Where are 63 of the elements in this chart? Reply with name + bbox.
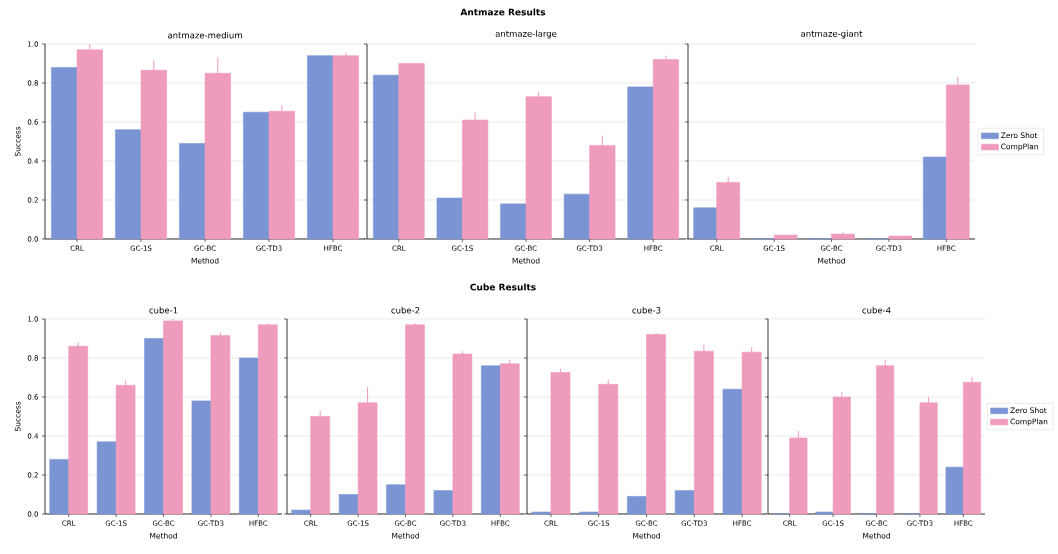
bar — [598, 384, 619, 515]
bar — [51, 67, 78, 240]
bar — [525, 96, 552, 240]
bar — [140, 70, 167, 240]
bar — [888, 235, 913, 240]
bar — [332, 55, 359, 240]
bar — [627, 496, 647, 515]
bar — [386, 484, 406, 515]
chart-title: cube-3 — [632, 306, 661, 314]
bar — [500, 363, 520, 515]
bar — [310, 416, 330, 515]
bar — [115, 384, 136, 515]
chart-title: antmaze-giant — [801, 30, 863, 39]
bar — [832, 396, 851, 515]
bar — [694, 350, 714, 515]
chart-title: cube-1 — [149, 306, 178, 314]
bar — [831, 233, 855, 240]
bar — [179, 143, 206, 240]
bar — [243, 111, 270, 240]
bar — [405, 324, 425, 515]
bar — [716, 182, 740, 240]
bar — [550, 372, 571, 515]
bar — [563, 193, 590, 240]
bar — [204, 72, 231, 240]
bar — [436, 197, 463, 240]
bar — [291, 509, 312, 515]
bar — [693, 207, 717, 240]
bar — [268, 110, 295, 240]
bar — [115, 129, 142, 240]
bar — [191, 400, 212, 515]
bar — [481, 365, 501, 515]
bar — [773, 234, 798, 240]
bar — [945, 466, 964, 515]
bar — [258, 324, 278, 515]
bar — [500, 203, 527, 240]
bar — [646, 334, 666, 515]
bar — [398, 63, 425, 240]
bar — [652, 59, 679, 240]
chart-title: antmaze-medium — [167, 31, 242, 39]
bar — [962, 382, 981, 515]
bar — [923, 156, 947, 240]
bar — [239, 357, 259, 515]
bar — [49, 459, 70, 515]
text: Antmaze Results — [460, 8, 546, 16]
bar — [589, 145, 616, 240]
chart-title: cube-2 — [391, 306, 420, 314]
text: Cube Results — [470, 283, 536, 291]
bar — [741, 351, 762, 515]
chart-title: antmaze-large — [495, 30, 557, 39]
bar — [674, 490, 695, 515]
bar — [96, 441, 117, 515]
bar — [210, 335, 231, 515]
bar — [144, 338, 164, 515]
bar — [373, 74, 400, 240]
bar — [163, 320, 183, 515]
chart-title: cube-4 — [862, 306, 891, 314]
bar — [338, 494, 359, 515]
bar — [627, 86, 654, 240]
bar — [452, 353, 473, 515]
bar — [722, 388, 743, 515]
bar — [307, 55, 334, 240]
bar — [68, 345, 88, 515]
bar — [433, 490, 454, 515]
